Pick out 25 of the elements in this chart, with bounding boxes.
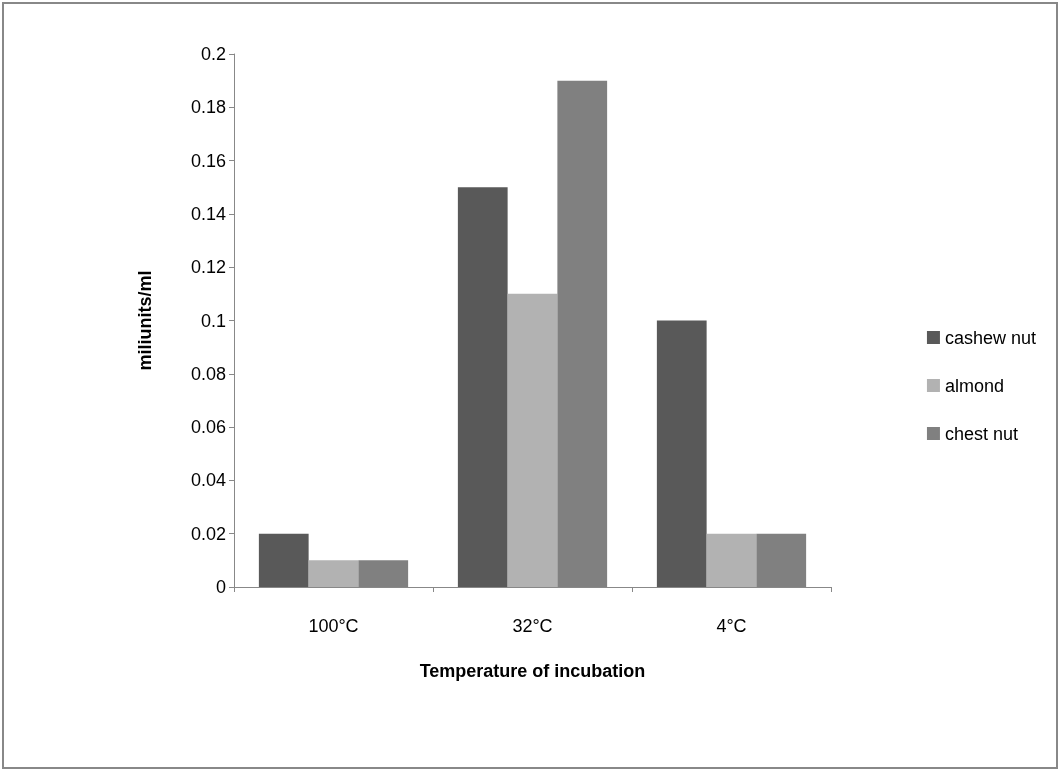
x-tick-label: 32°C [512,616,553,636]
y-tick-label: 0.08 [190,363,226,384]
y-tick-label: 0.18 [190,97,226,118]
x-axis-title: Temperature of incubation [419,661,646,681]
y-tick-label: 0.1 [200,310,226,331]
y-tick-label: 0.06 [190,417,226,438]
legend-label: cashew nut [944,327,1037,348]
legend-label: chest nut [944,423,1018,444]
bar [656,320,707,587]
x-tick-label: 100°C [308,616,359,636]
y-tick-label: 0.16 [190,150,226,171]
y-axis-title: miliunits/ml [135,270,155,371]
bar [258,533,309,587]
y-tick-label: 0.2 [200,44,226,64]
bar [706,533,757,587]
bar [308,560,359,587]
x-tick-label: 4°C [716,616,747,636]
bar [457,187,508,587]
y-tick-label: 0.04 [190,470,226,491]
y-tick-label: 0.14 [190,203,226,224]
y-tick-label: 0 [215,577,226,597]
bar [507,293,558,587]
y-tick-label: 0.02 [190,523,226,544]
y-tick-label: 0.12 [190,257,226,278]
legend-label: almond [944,375,1004,396]
